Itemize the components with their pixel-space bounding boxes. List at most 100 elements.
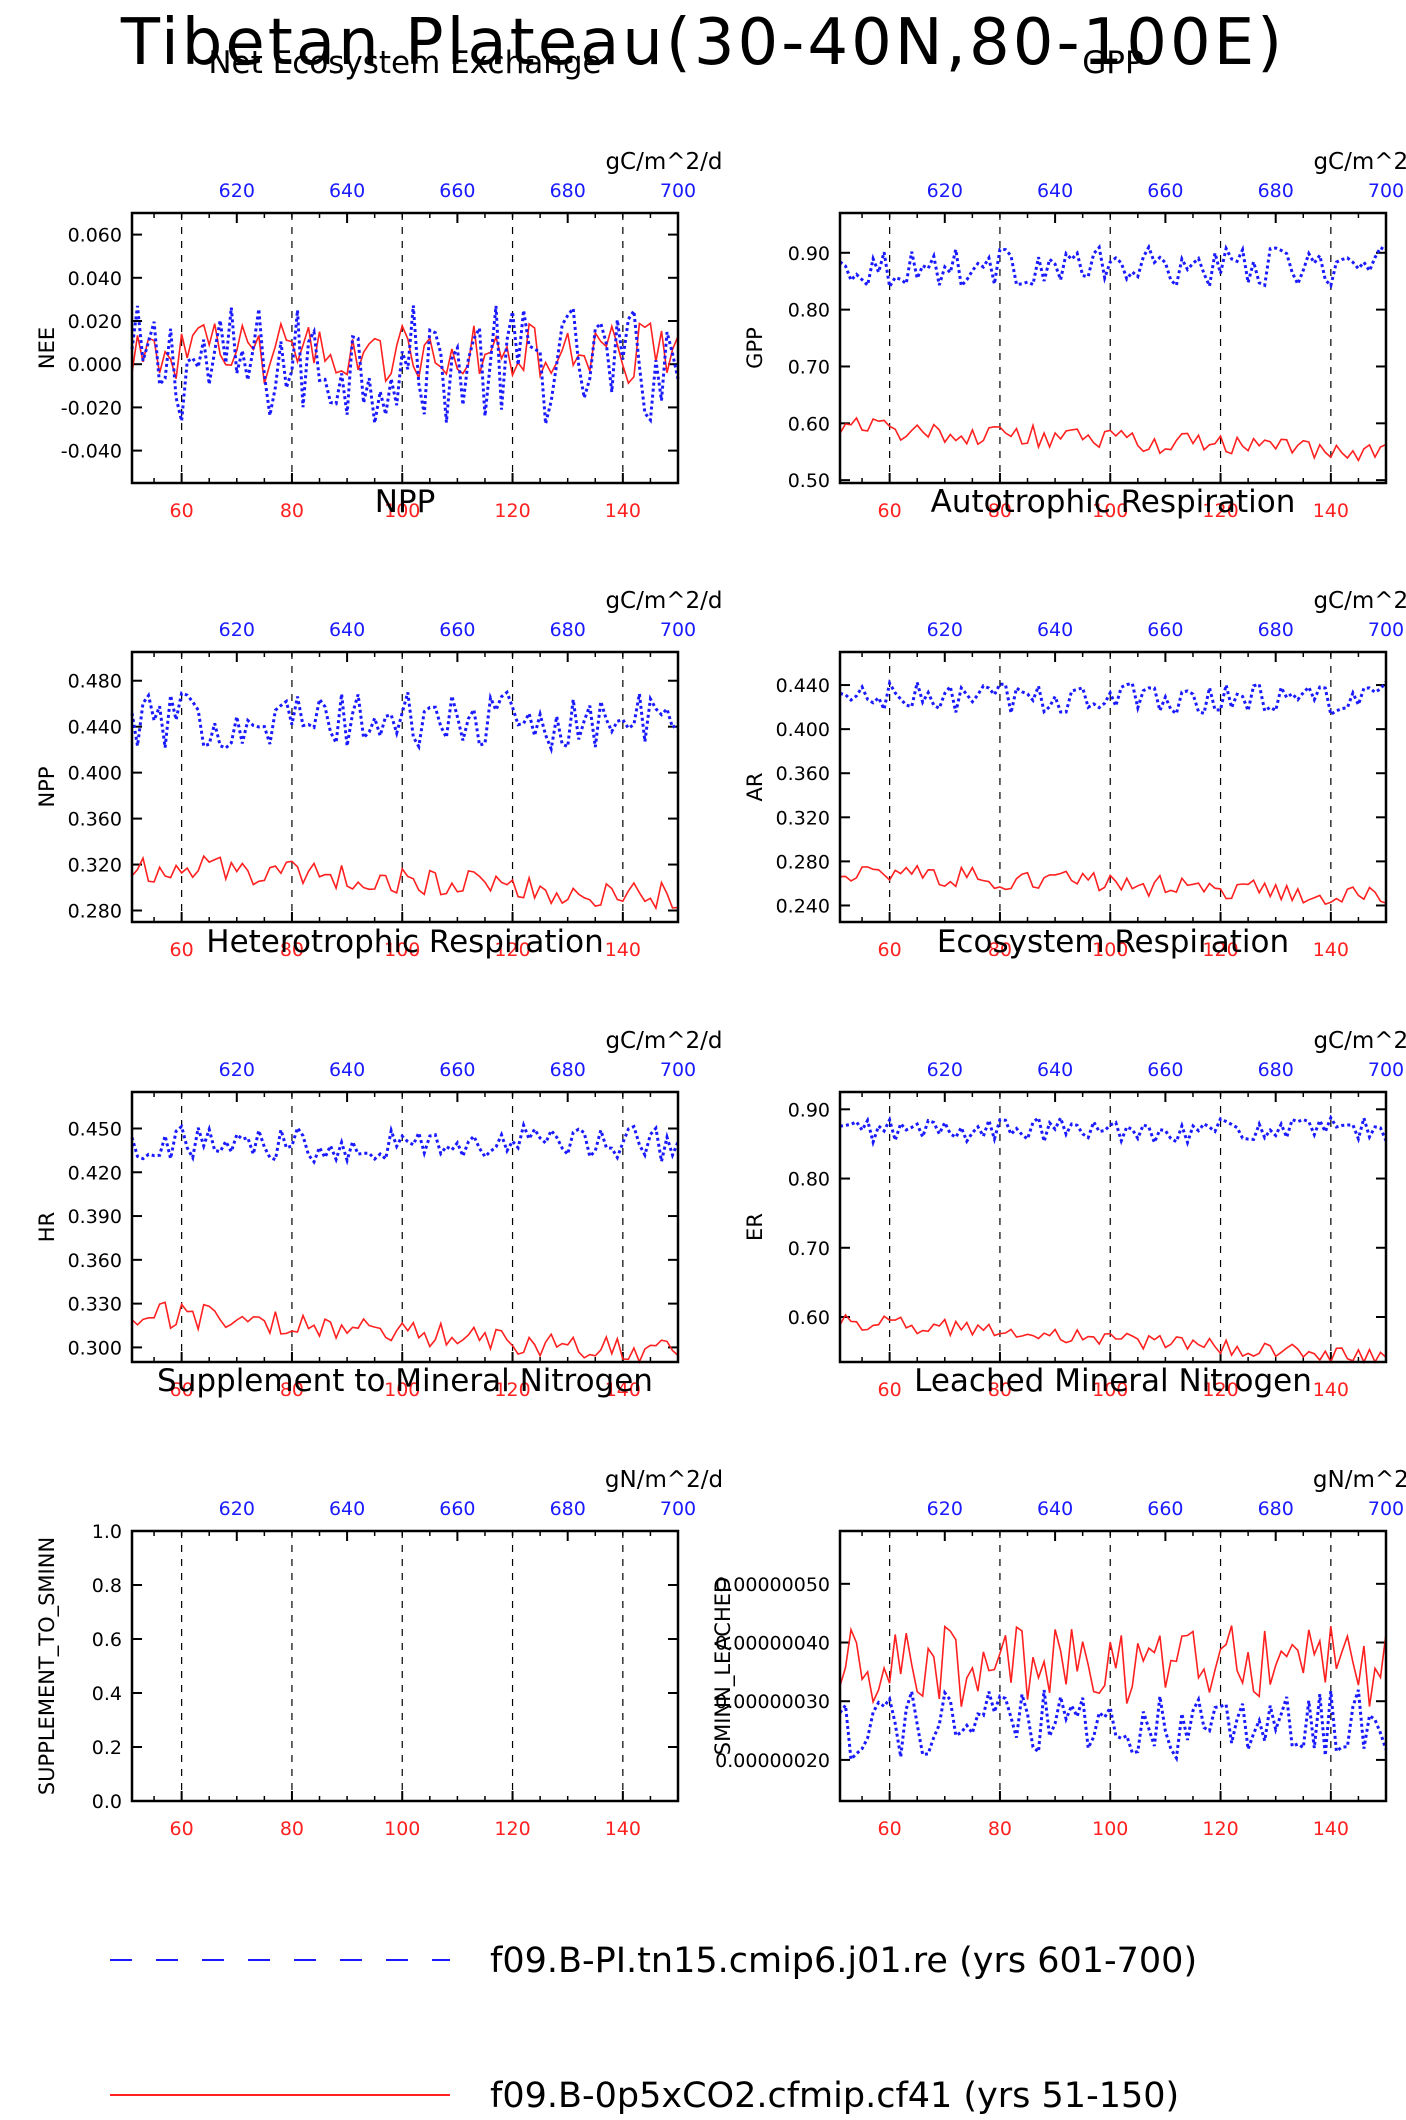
y-tick-label: 0.80 [788,1169,830,1191]
top-x-tick-label: 700 [660,1498,696,1520]
series-line-b [131,1301,679,1365]
legend-label-b: f09.B-0p5xCO2.cfmip.cf41 (yrs 51-150) [490,2076,1179,2116]
top-x-tick-label: 640 [1037,180,1073,202]
top-x-tick-label: 660 [1147,180,1183,202]
y-tick-label: 0.00000050 [715,1574,830,1596]
x-tick-label: 120 [1202,939,1238,961]
y-axis-label: NPP [35,766,59,807]
plot-frame [130,1090,680,1364]
y-tick-label: 0.240 [776,895,830,917]
top-x-tick-label: 700 [1368,180,1404,202]
top-x-tick-label: 640 [1037,1059,1073,1081]
top-x-tick-label: 660 [439,180,475,202]
top-x-tick-label: 660 [1147,1059,1183,1081]
top-x-tick-label: 680 [1258,1059,1294,1081]
series-line-b [131,321,679,385]
x-tick-label: 100 [384,500,420,522]
top-x-tick-label: 660 [439,1498,475,1520]
series-line-b [839,864,1387,906]
units-label-2: gC/m^2/d [605,588,722,614]
y-tick-label: 0.020 [68,311,122,333]
y-tick-label: 0.040 [68,268,122,290]
y-tick-label: 0.0 [92,1791,122,1813]
y-tick-label: 0.00000040 [715,1633,830,1655]
x-tick-label: 80 [280,1818,304,1840]
x-tick-label: 120 [1202,1818,1238,1840]
y-axis-label: HR [35,1212,59,1242]
series-line-a [130,689,679,755]
x-tick-label: 120 [1202,1379,1238,1401]
y-tick-label: 0.480 [68,671,122,693]
top-x-tick-label: 640 [329,1059,365,1081]
x-tick-label: 80 [280,1379,304,1401]
units-label-6: gN/m^2/d [605,1467,723,1493]
y-tick-label: 0.320 [68,855,122,877]
y-tick-label: 0.400 [68,763,122,785]
x-tick-label: 140 [1313,1379,1349,1401]
series-line-a [839,243,1387,292]
y-tick-label: 0.360 [776,763,830,785]
top-x-tick-label: 620 [219,1059,255,1081]
panel-title-3: Autotrophic Respiration [931,484,1296,520]
x-tick-label: 120 [494,1818,530,1840]
y-tick-label: -0.040 [61,441,122,463]
panel-title-2: NPP [375,484,436,520]
top-x-tick-label: 660 [1147,619,1183,641]
y-axis-label: GPP [743,327,767,369]
legend-label-a: f09.B-PI.tn15.cmip6.j01.re (yrs 601-700) [490,1941,1197,1981]
y-tick-label: 0.320 [776,807,830,829]
y-tick-label: 0.400 [776,719,830,741]
series-line-b [839,416,1387,463]
x-tick-label: 100 [384,939,420,961]
x-tick-label: 140 [1313,500,1349,522]
y-tick-label: 0.420 [68,1162,122,1184]
x-tick-label: 100 [384,1379,420,1401]
y-tick-label: 0.50 [788,470,830,492]
top-x-tick-label: 620 [927,1498,963,1520]
y-tick-label: 0.70 [788,356,830,378]
top-x-tick-label: 700 [660,180,696,202]
x-tick-label: 140 [605,500,641,522]
plot-frame [130,650,680,924]
x-tick-label: 100 [1092,1818,1128,1840]
plot-frame [838,1529,1388,1803]
top-x-tick-label: 700 [660,1059,696,1081]
top-x-tick-label: 700 [660,619,696,641]
top-x-tick-label: 640 [329,1498,365,1520]
y-tick-label: 0.060 [68,225,122,247]
plot-frame [838,211,1388,485]
x-tick-label: 60 [878,939,902,961]
x-tick-label: 60 [878,500,902,522]
x-tick-label: 60 [170,1818,194,1840]
plot-frame [130,1529,680,1803]
plot-frame [838,650,1388,924]
top-x-tick-label: 700 [1368,1059,1404,1081]
x-tick-label: 80 [280,939,304,961]
series-line-a [130,1120,680,1166]
plot-frame [838,1090,1388,1364]
x-tick-label: 120 [494,500,530,522]
y-axis-label: ER [743,1213,767,1241]
y-axis-label: AR [743,773,767,802]
panel-title-5: Ecosystem Respiration [937,924,1289,960]
x-tick-label: 100 [1092,500,1128,522]
top-x-tick-label: 660 [439,619,475,641]
y-tick-label: 0.360 [68,809,122,831]
y-tick-label: 1.0 [92,1521,122,1543]
y-tick-label: 0.60 [788,413,830,435]
x-tick-label: 60 [170,500,194,522]
x-tick-label: 60 [878,1379,902,1401]
x-tick-label: 100 [384,1818,420,1840]
x-tick-label: 60 [878,1818,902,1840]
series-line-a [130,304,680,425]
top-x-tick-label: 620 [927,619,963,641]
panel-title-0: Net Ecosystem Exchange [208,45,601,81]
x-tick-label: 80 [280,500,304,522]
top-x-tick-label: 640 [329,180,365,202]
y-tick-label: -0.020 [61,397,122,419]
y-tick-label: 0.280 [776,851,830,873]
top-x-tick-label: 620 [927,1059,963,1081]
top-x-tick-label: 640 [329,619,365,641]
y-tick-label: 0.80 [788,300,830,322]
units-label-0: gC/m^2/d [605,149,722,175]
